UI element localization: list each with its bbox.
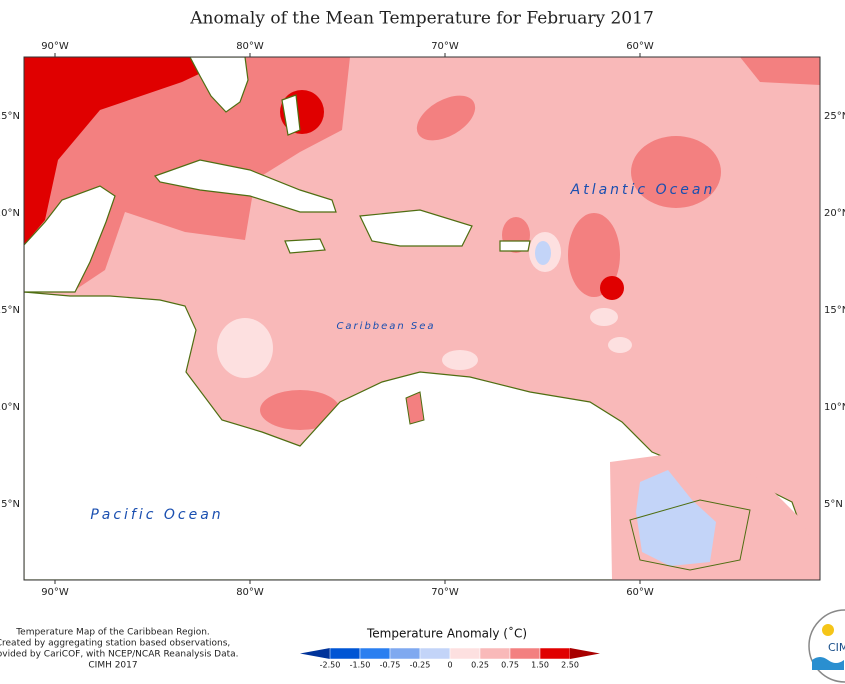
credits: Temperature Map of the Caribbean Region.… — [0, 628, 238, 671]
ocean-label: Atlantic Ocean — [570, 182, 716, 198]
credit-line: Created by aggregating station based obs… — [0, 639, 230, 649]
colorbar-arrow — [570, 648, 600, 659]
colorbar-segment — [419, 647, 451, 660]
credit-line: CIMH 2017 — [88, 661, 137, 671]
longitude-label: 60°W — [626, 41, 654, 52]
colorbar-segment — [539, 647, 571, 660]
colorbar-segment — [359, 647, 391, 660]
sea-label: Caribbean Sea — [336, 321, 435, 332]
logo: CIMH — [808, 609, 845, 683]
latitude-label: 15°N — [824, 305, 845, 316]
latitude-label: 5°N — [1, 499, 20, 510]
colorbar-segment — [329, 647, 361, 660]
hot-spot — [600, 276, 624, 300]
longitude-label: 90°W — [41, 41, 69, 52]
latitude-label: 15°N — [0, 305, 20, 316]
latitude-label: 20°N — [0, 208, 20, 219]
latitude-label: 20°N — [824, 208, 845, 219]
colorbar-label: 1.50 — [531, 661, 549, 670]
colorbar-segment — [449, 647, 481, 660]
mild-spot — [590, 308, 618, 326]
anomaly-map — [24, 57, 820, 580]
legend-title: Temperature Anomaly (˚C) — [366, 626, 527, 641]
warm-spot — [568, 213, 620, 297]
puerto-rico — [499, 240, 531, 252]
longitude-label: 80°W — [236, 587, 264, 598]
peninsula — [405, 391, 425, 425]
colorbar-label: 0.75 — [501, 661, 519, 670]
longitude-label: 70°W — [431, 41, 459, 52]
warm-spot — [631, 136, 721, 208]
longitude-label: 70°W — [431, 587, 459, 598]
latitude-label: 10°N — [824, 402, 845, 413]
logo-sun — [822, 624, 834, 636]
hot-region — [24, 57, 235, 245]
map-frame — [23, 56, 821, 581]
cuba — [153, 159, 337, 213]
florida — [189, 57, 249, 113]
map-title: Anomaly of the Mean Temperature for Febr… — [189, 9, 654, 29]
longitude-label: 80°W — [236, 41, 264, 52]
logo-wave — [812, 657, 844, 670]
colorbar-arrow — [300, 648, 330, 659]
mild-spot — [608, 337, 632, 353]
colorbar-label: -0.25 — [410, 661, 431, 670]
ocean-label: Pacific Ocean — [90, 507, 223, 523]
credit-line: Temperature Map of the Caribbean Region. — [15, 628, 210, 638]
jamaica — [284, 238, 326, 254]
colorbar-label: -1.50 — [350, 661, 371, 670]
longitude-label: 90°W — [41, 587, 69, 598]
logo-text: CIMH — [828, 641, 845, 654]
latitude-label: 25°N — [0, 111, 20, 122]
credit-line: provided by CariCOF, with NCEP/NCAR Rean… — [0, 650, 238, 660]
colorbar-segment — [389, 647, 421, 660]
cool-spot — [535, 241, 551, 265]
border — [629, 499, 751, 571]
colorbar-label: -2.50 — [320, 661, 341, 670]
mild-spot — [442, 350, 478, 370]
colorbar-segment — [509, 647, 541, 660]
colorbar-label: 0 — [447, 661, 452, 670]
mild-spot — [217, 318, 273, 378]
colorbar-label: -0.75 — [380, 661, 401, 670]
warm-spot — [740, 57, 820, 85]
colorbar-label: 2.50 — [561, 661, 579, 670]
latitude-label: 25°N — [824, 111, 845, 122]
bahamas — [281, 94, 301, 136]
warm-spot — [260, 390, 340, 430]
latitude-label: 5°N — [824, 499, 843, 510]
yucatan — [24, 185, 116, 293]
colorbar-label: 0.25 — [471, 661, 489, 670]
warm-spot — [416, 95, 476, 141]
guianas-cool — [636, 470, 716, 566]
colorbar-segment — [479, 647, 511, 660]
latitude-label: 10°N — [0, 402, 20, 413]
longitude-label: 60°W — [626, 587, 654, 598]
hispaniola — [359, 209, 473, 247]
